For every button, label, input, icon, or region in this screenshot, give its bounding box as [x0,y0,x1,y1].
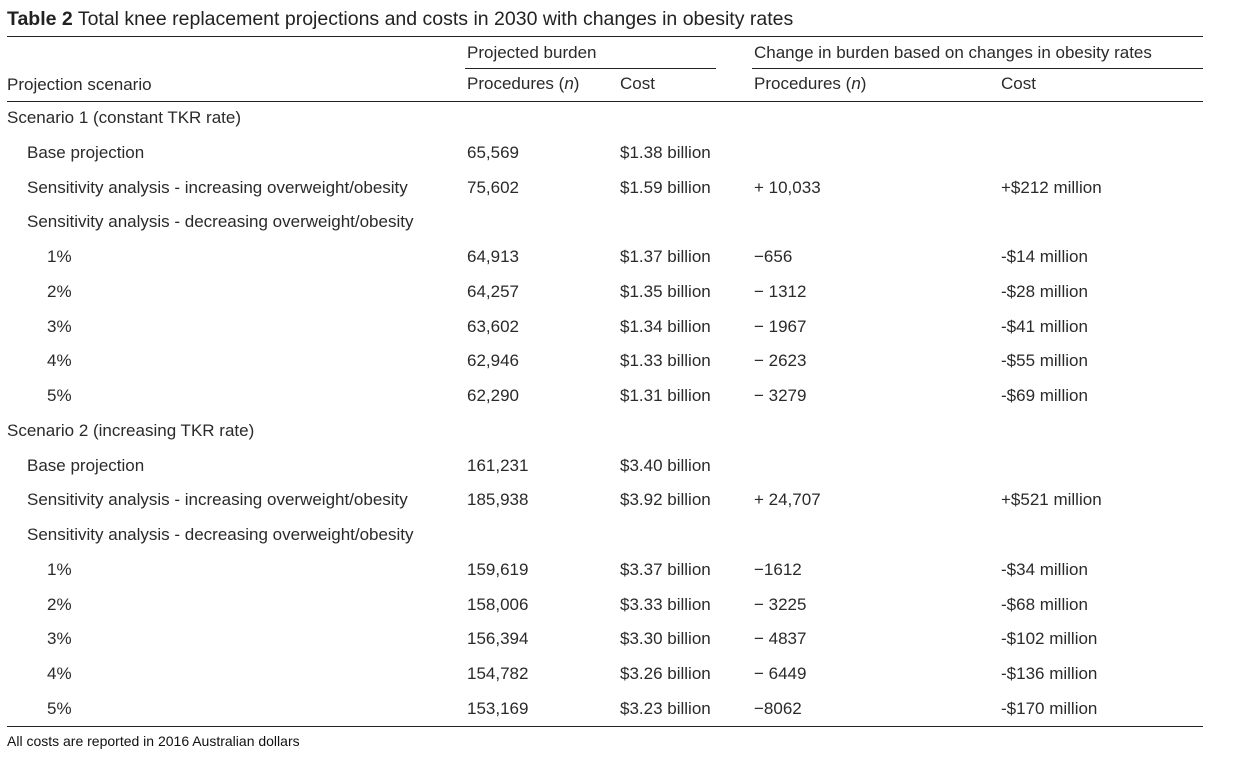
change-cost-cell: -$102 million [1001,629,1098,648]
procedures-cell: 154,782 [467,664,529,683]
cost-cell: $3.37 billion [620,560,711,579]
procedures-cell: 65,569 [467,143,519,162]
header-procedures: Procedures (n) [467,73,579,95]
cost-cell: $1.33 billion [620,351,711,370]
cost-cell: $3.30 billion [620,629,711,648]
change-procedures-cell: − 6449 [754,664,807,683]
row-label: Sensitivity analysis - increasing overwe… [27,490,408,509]
cost-cell: $3.26 billion [620,664,711,683]
change-procedures-cell: −1612 [754,560,802,579]
procedures-cell: 75,602 [467,178,519,197]
row-label: 5% [47,699,72,718]
header-procedures-label: Procedures ( [467,74,565,93]
change-cost-cell: +$521 million [1001,490,1102,509]
row-label: 5% [47,386,72,405]
procedures-cell: 153,169 [467,699,529,718]
row-label: Scenario 2 (increasing TKR rate) [7,421,255,440]
table-footnote: All costs are reported in 2016 Australia… [7,733,300,749]
change-procedures-cell: −656 [754,247,793,266]
row-label: Sensitivity analysis - decreasing overwe… [27,525,414,544]
change-procedures-cell: −8062 [754,699,802,718]
change-cost-cell: +$212 million [1001,178,1102,197]
top-rule [7,36,1203,37]
row-label: 2% [47,595,72,614]
cost-cell: $1.31 billion [620,386,711,405]
row-label: 1% [47,247,72,266]
table-label: Table 2 [7,8,73,30]
cost-cell: $1.38 billion [620,143,711,162]
row-label: 3% [47,317,72,336]
change-cost-cell: -$170 million [1001,699,1098,718]
change-cost-cell: -$55 million [1001,351,1088,370]
row-label: 2% [47,282,72,301]
header-procedures-close: ) [573,74,580,93]
header-projection-scenario: Projection scenario [7,75,152,94]
procedures-cell: 62,290 [467,386,519,405]
change-cost-cell: -$136 million [1001,664,1098,683]
row-label: Sensitivity analysis - decreasing overwe… [27,212,414,231]
header-projected-burden: Projected burden [467,43,597,62]
header-cost: Cost [620,74,655,93]
change-cost-cell: -$68 million [1001,595,1088,614]
row-label: Base projection [27,456,145,475]
change-cost-cell: -$34 million [1001,560,1088,579]
procedures-cell: 185,938 [467,490,529,509]
header-change-procedures-n: n [851,74,861,93]
cost-cell: $3.40 billion [620,456,711,475]
procedures-cell: 161,231 [467,456,529,475]
change-procedures-cell: + 10,033 [754,178,821,197]
change-cost-cell: -$14 million [1001,247,1088,266]
procedures-cell: 64,913 [467,247,519,266]
change-cost-cell: -$69 million [1001,386,1088,405]
procedures-cell: 156,394 [467,629,529,648]
row-label: 4% [47,664,72,683]
row-label: Base projection [27,143,145,162]
header-procedures-n: n [564,74,574,93]
change-procedures-cell: − 2623 [754,351,807,370]
change-procedures-cell: − 4837 [754,629,807,648]
change-procedures-cell: − 1967 [754,317,807,336]
bottom-rule [7,726,1203,727]
cost-cell: $3.23 billion [620,699,711,718]
row-label: Scenario 1 (constant TKR rate) [7,108,242,127]
procedures-cell: 159,619 [467,560,529,579]
change-procedures-cell: + 24,707 [754,490,821,509]
table-caption: Total knee replacement projections and c… [77,8,794,30]
cost-cell: $3.92 billion [620,490,711,509]
table-title: Table 2 Total knee replacement projectio… [7,6,793,32]
row-label: 1% [47,560,72,579]
header-change-cost: Cost [1001,74,1036,93]
projected-group-rule [465,68,716,69]
row-label: 3% [47,629,72,648]
header-bottom-rule [7,101,1203,102]
change-procedures-cell: − 3225 [754,595,807,614]
change-group-rule [752,68,1203,69]
procedures-cell: 63,602 [467,317,519,336]
header-change-procedures-close: ) [860,74,867,93]
row-label: Sensitivity analysis - increasing overwe… [27,178,408,197]
procedures-cell: 158,006 [467,595,529,614]
change-procedures-cell: − 3279 [754,386,807,405]
cost-cell: $1.37 billion [620,247,711,266]
header-change-burden: Change in burden based on changes in obe… [754,43,1152,62]
procedures-cell: 62,946 [467,351,519,370]
cost-cell: $1.34 billion [620,317,711,336]
change-cost-cell: -$28 million [1001,282,1088,301]
header-change-procedures-label: Procedures ( [754,74,852,93]
procedures-cell: 64,257 [467,282,519,301]
cost-cell: $1.35 billion [620,282,711,301]
header-change-procedures: Procedures (n) [754,73,866,95]
cost-cell: $3.33 billion [620,595,711,614]
change-procedures-cell: − 1312 [754,282,807,301]
cost-cell: $1.59 billion [620,178,711,197]
row-label: 4% [47,351,72,370]
change-cost-cell: -$41 million [1001,317,1088,336]
